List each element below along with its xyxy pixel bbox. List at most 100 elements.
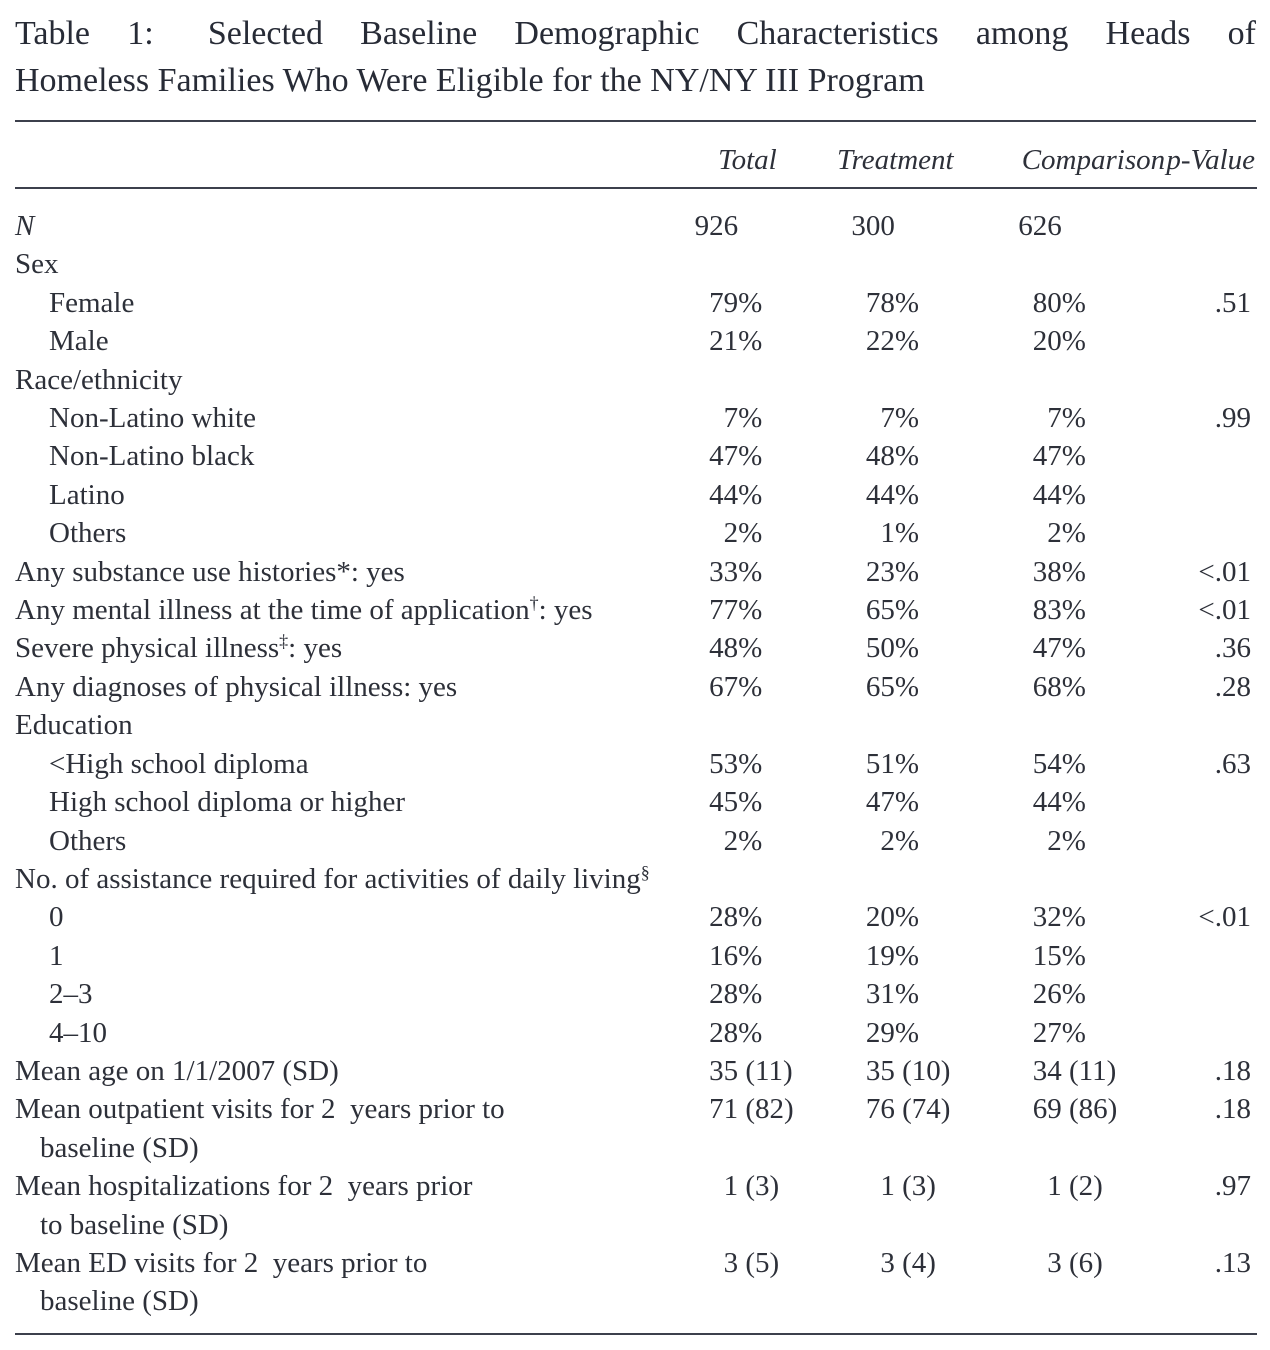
treatment-value: 47 (865, 786, 895, 819)
p-value (1135, 975, 1257, 1013)
table-row: <High school diploma 53 % 51 % 54 % .63 (15, 745, 1257, 783)
table-row: 1 16 % 19 % 15 % (15, 937, 1257, 975)
treatment-value: 23 (865, 555, 895, 588)
treatment-value-suffix: (10) (894, 1054, 951, 1087)
treatment-value-suffix: % (894, 939, 920, 972)
row-label-text: Race/ethnicity (15, 363, 183, 396)
treatment-value-suffix: % (894, 594, 920, 627)
total-value-suffix: % (738, 594, 763, 627)
treatment-value-suffix: % (894, 1016, 920, 1049)
total-value: 2 (723, 517, 739, 550)
comparison-value-suffix: % (1061, 632, 1086, 665)
treatment-value-suffix (895, 361, 968, 399)
table-row: Male 21 % 22 % 20 % (15, 322, 1257, 360)
p-value (1135, 245, 1257, 283)
column-header-total: Total (627, 122, 811, 189)
treatment-value: 44 (865, 478, 895, 511)
treatment-value: 7 (880, 402, 895, 435)
total-value-suffix: % (738, 517, 763, 550)
table-row: Non-Latino black 47 % 48 % 47 % (15, 437, 1257, 475)
treatment-value: 50 (865, 632, 895, 665)
row-label-text: No. of assistance required for activitie… (15, 862, 641, 895)
treatment-value-suffix: % (894, 670, 920, 703)
row-label: 2–3 (15, 975, 628, 1013)
row-label: Any substance use histories*: yes (15, 553, 628, 591)
treatment-value-suffix (895, 188, 968, 245)
table-row: Sex (15, 245, 1257, 283)
comparison-value: 47 (1032, 440, 1062, 473)
row-label-text: Any substance use histories*: yes (15, 555, 405, 588)
p-value (1135, 1014, 1257, 1052)
column-header-pvalue: p-Value (1134, 122, 1257, 189)
row-label-text: 1 (49, 939, 64, 972)
row-label-text: 0 (49, 901, 64, 934)
table-caption-line1: Table 1: Selected Baseline Demographic C… (15, 15, 1256, 52)
treatment-value: 3 (880, 1246, 895, 1279)
table-header: Total Treatment Comparison p-Value (15, 122, 1257, 189)
treatment-value: 22 (865, 325, 895, 358)
total-value-suffix: % (738, 440, 763, 473)
row-label-text: 4–10 (49, 1016, 107, 1049)
treatment-value: 1 (880, 1170, 895, 1203)
table-row: 4–10 28 % 29 % 27 % (15, 1014, 1257, 1052)
p-value: .99 (1214, 402, 1251, 435)
treatment-value-suffix: % (894, 786, 920, 819)
total-value-suffix: % (738, 939, 763, 972)
p-value: .97 (1214, 1170, 1251, 1203)
table-caption-line2: Homeless Families Who Were Eligible for … (15, 62, 925, 99)
total-value-suffix: (3) (738, 1170, 780, 1203)
comparison-value: 69 (1032, 1093, 1062, 1126)
row-label-text: Sex (15, 248, 59, 281)
total-value: 16 (709, 939, 739, 972)
treatment-value-suffix: % (894, 517, 920, 550)
treatment-value: 65 (865, 670, 895, 703)
treatment-value-suffix: % (894, 325, 920, 358)
total-value: 35 (709, 1054, 739, 1087)
footnote-marker: † (529, 593, 539, 614)
total-value (628, 361, 738, 399)
top-rule (15, 120, 1256, 122)
comparison-value (968, 860, 1062, 898)
comparison-value (968, 245, 1062, 283)
treatment-value: 48 (865, 440, 895, 473)
table-row: No. of assistance required for activitie… (15, 860, 1257, 898)
total-value: 77 (709, 594, 739, 627)
treatment-value: 300 (851, 210, 895, 242)
p-value (1135, 860, 1257, 898)
bottom-rule (15, 1332, 1257, 1335)
treatment-value-suffix: (3) (894, 1170, 936, 1203)
comparison-value-suffix: % (1061, 402, 1086, 435)
row-label-text: Mean age on 1/1/2007 (SD) (15, 1054, 339, 1087)
total-value-suffix: % (738, 286, 763, 319)
comparison-value: 626 (1018, 210, 1062, 242)
comparison-value-suffix: % (1061, 939, 1086, 972)
row-label-text: Mean hospitalizations for 2 years prior … (15, 1170, 473, 1241)
total-value-suffix: % (738, 402, 763, 435)
total-value: 79 (709, 286, 739, 319)
treatment-value: 31 (865, 978, 895, 1011)
table-row: Mean outpatient visits for 2 years prior… (15, 1090, 1257, 1167)
total-value: 28 (709, 1016, 739, 1049)
row-label: Any diagnoses of physical illness: yes (15, 668, 628, 706)
total-value-suffix (738, 361, 811, 399)
comparison-value: 2 (1047, 517, 1062, 550)
total-value: 33 (709, 555, 739, 588)
comparison-value (968, 706, 1062, 744)
table-row: Mean ED visits for 2 years prior to base… (15, 1244, 1257, 1321)
p-value (1135, 706, 1257, 744)
total-value: 7 (723, 402, 739, 435)
total-value: 21 (709, 325, 739, 358)
table-row: Mean hospitalizations for 2 years prior … (15, 1167, 1257, 1244)
footnote-marker: ‡ (279, 631, 289, 652)
row-label-text: Others (49, 824, 127, 857)
comparison-value: 1 (1047, 1170, 1062, 1203)
total-value-suffix (738, 860, 811, 898)
treatment-value: 29 (865, 1016, 895, 1049)
corner-cell (15, 122, 628, 189)
row-label-suffix-text: : yes (538, 594, 593, 627)
p-value: .51 (1214, 286, 1251, 319)
row-label-text: Education (15, 709, 133, 742)
row-label-text: N (15, 210, 35, 242)
total-value-suffix: % (738, 632, 763, 665)
